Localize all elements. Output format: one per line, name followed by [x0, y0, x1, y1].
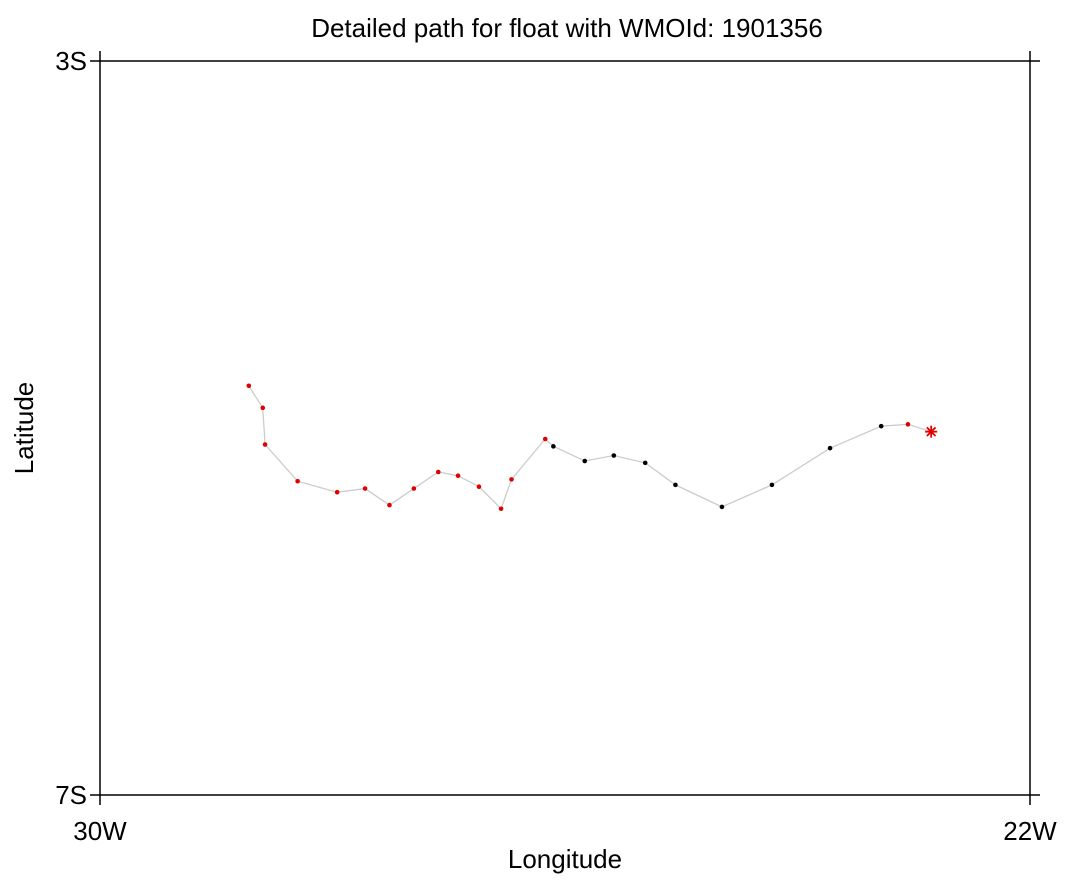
axis-tick-labels: 30W 22W 3S 7S [55, 46, 1057, 846]
black-position-marker [673, 482, 678, 488]
red-position-marker [260, 405, 266, 411]
red-position-marker [334, 489, 340, 495]
x-tick-label: 22W [1003, 816, 1057, 846]
black-position-marker [642, 460, 648, 466]
black-position-marker [611, 453, 617, 458]
y-tick-label: 7S [55, 780, 87, 810]
red-position-marker [455, 473, 461, 479]
plot-frame [99, 60, 1031, 796]
marker-group [246, 383, 938, 512]
y-axis-label: Latitude [9, 382, 39, 475]
red-position-marker [262, 442, 268, 447]
red-position-marker [905, 422, 911, 427]
red-position-marker [435, 469, 441, 475]
red-position-marker [509, 477, 514, 482]
black-position-marker [551, 444, 556, 449]
axis-ticks [90, 51, 1040, 805]
black-position-marker [878, 423, 884, 429]
red-position-marker [387, 502, 392, 508]
chart-title: Detailed path for float with WMOId: 1901… [311, 13, 823, 43]
red-position-marker [476, 484, 482, 490]
red-position-marker [295, 478, 300, 484]
last-position-asterisk-marker [925, 425, 938, 438]
asterisk-stroke [926, 426, 937, 437]
red-position-marker [411, 486, 417, 491]
x-tick-label: 30W [73, 816, 127, 846]
black-position-marker [582, 458, 588, 464]
black-position-marker [769, 482, 775, 488]
x-axis-label: Longitude [508, 844, 622, 874]
black-position-marker [719, 504, 725, 510]
black-position-marker [827, 445, 833, 451]
red-position-marker [542, 436, 548, 442]
y-tick-label: 3S [55, 46, 87, 76]
red-position-marker [362, 486, 368, 491]
red-position-marker [498, 506, 504, 512]
red-position-marker [246, 383, 252, 389]
